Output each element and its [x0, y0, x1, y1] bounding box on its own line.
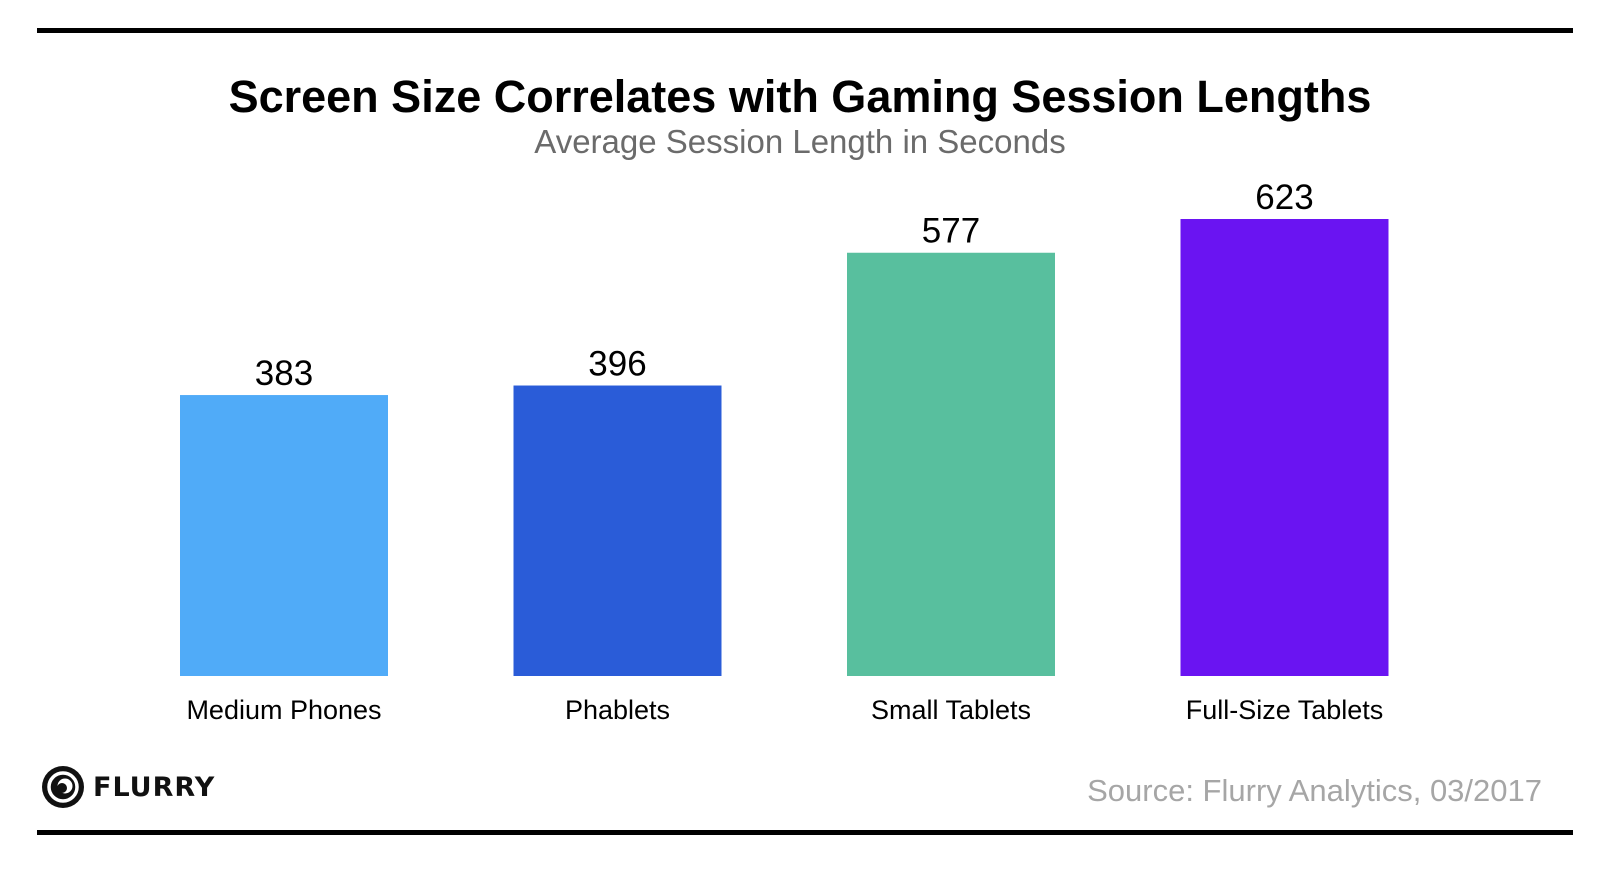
category-label-phablets: Phablets [565, 695, 670, 725]
bar-phablets [513, 385, 722, 676]
flurry-logo-icon [42, 766, 84, 808]
value-label-phablets: 396 [588, 345, 646, 384]
bottom-rule [37, 830, 1573, 835]
chart-title: Screen Size Correlates with Gaming Sessi… [228, 71, 1372, 122]
value-label-full-size-tablets: 623 [1255, 178, 1313, 217]
source-note: Source: Flurry Analytics, 03/2017 [1087, 773, 1542, 808]
bar-full-size-tablets [1180, 219, 1389, 676]
value-label-medium-phones: 383 [255, 354, 313, 393]
value-label-small-tablets: 577 [922, 212, 980, 251]
flurry-logo: FLURRY [41, 765, 215, 809]
category-label-medium-phones: Medium Phones [186, 695, 381, 725]
top-rule [37, 28, 1573, 33]
bar-medium-phones [180, 395, 388, 676]
category-label-full-size-tablets: Full-Size Tablets [1186, 695, 1384, 725]
logo-text: FLURRY [93, 771, 216, 803]
category-label-small-tablets: Small Tablets [871, 695, 1031, 725]
chart-subtitle: Average Session Length in Seconds [534, 123, 1066, 160]
bar-small-tablets [847, 252, 1055, 677]
